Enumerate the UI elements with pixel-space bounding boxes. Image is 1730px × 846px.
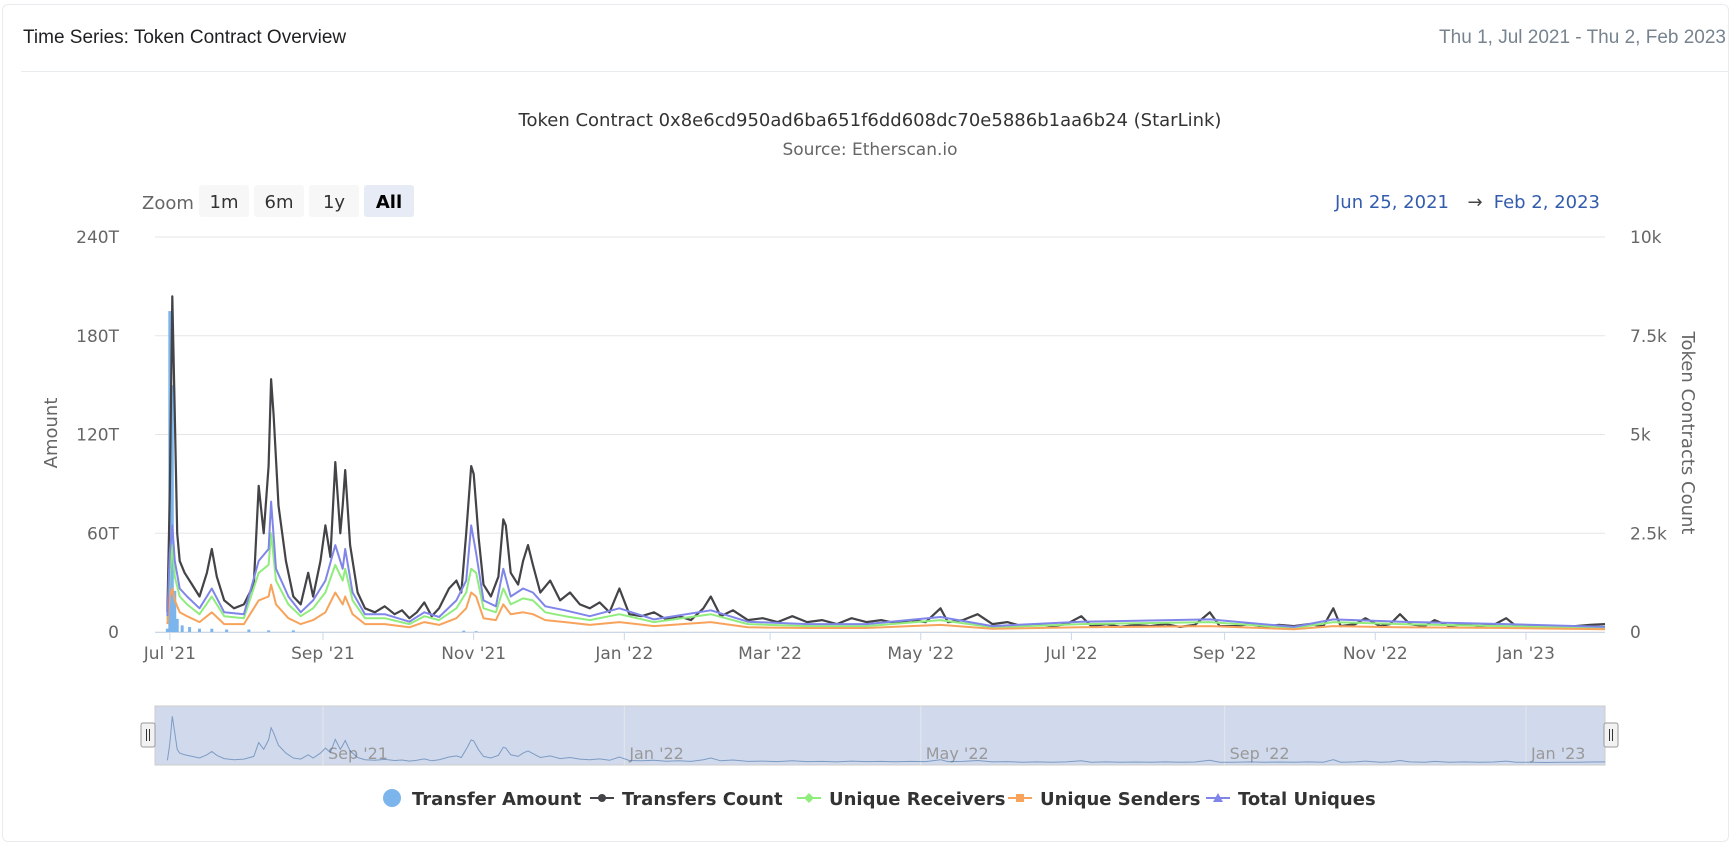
legend-marker [1213, 793, 1223, 802]
transfer-amount-bar [267, 630, 271, 632]
transfer-amount-bar [474, 631, 478, 632]
x-tick-label: Sep '21 [291, 644, 355, 664]
x-tick-label: Jul '21 [143, 644, 196, 664]
transfer-amount-bar [170, 385, 174, 632]
series-line [166, 532, 1606, 629]
x-tick-label: Jan '23 [1496, 644, 1555, 664]
legend-item-total-uniques[interactable]: Total Uniques [1206, 789, 1376, 810]
transfer-amount-bar [188, 627, 192, 632]
zoom-button-1y[interactable]: 1y [309, 185, 359, 217]
transfer-amount-bar [462, 630, 466, 632]
transfer-amount-bar [291, 630, 295, 632]
zoom-label: Zoom [142, 193, 194, 214]
transfer-amount-bar [247, 629, 251, 632]
navigator-mask [154, 705, 1606, 766]
x-tick-label: May '22 [887, 644, 954, 664]
handle-body [140, 722, 156, 748]
series-line [166, 583, 1606, 631]
transfer-amount-bar [175, 618, 179, 632]
y-axis-left-title: Amount [41, 398, 62, 469]
y-axis-left: 0 60T 120T 180T 240T [76, 228, 119, 643]
legend-label: Total Uniques [1238, 789, 1376, 810]
navigator-label: May '22 [926, 744, 989, 763]
legend: Transfer Amount Transfers Count Unique Rec… [383, 789, 1376, 810]
transfer-amount-bar [165, 628, 169, 632]
legend-item-transfers-count[interactable]: Transfers Count [590, 789, 783, 810]
plot-area [165, 295, 1606, 632]
x-tick-label: Jan '22 [594, 644, 653, 664]
chart-subtitle: Source: Etherscan.io [782, 140, 957, 160]
x-tick-label: Mar '22 [738, 644, 802, 664]
range-to-input[interactable]: Feb 2, 2023 [1494, 192, 1600, 213]
handle-body [1603, 722, 1619, 748]
series-transfers-count [166, 295, 1606, 630]
y-right-tick-label: 0 [1630, 623, 1641, 643]
legend-marker [598, 794, 606, 802]
zoom-button-6m-label: 6m [265, 192, 294, 213]
series-unique-senders [166, 583, 1606, 631]
series-unique-receivers [166, 532, 1606, 629]
x-tick-label: Nov '22 [1343, 644, 1408, 664]
zoom-button-1m-label: 1m [210, 192, 239, 213]
y-right-tick-label: 10k [1630, 228, 1662, 248]
range-selector: Zoom 1m 6m 1y All Jun 25, 2021 → Feb 2, … [142, 185, 1600, 217]
series-line [166, 295, 1606, 630]
transfer-amount-bar [197, 628, 201, 632]
series-transfer-amount [165, 311, 478, 632]
chart-card: Time Series: Token Contract Overview Thu… [2, 4, 1729, 842]
legend-item-transfer-amount[interactable]: Transfer Amount [383, 789, 582, 810]
legend-label: Unique Receivers [829, 789, 1005, 810]
y-left-tick-label: 120T [76, 426, 119, 446]
zoom-button-all[interactable]: All [364, 185, 414, 217]
y-left-tick-label: 240T [76, 228, 119, 248]
x-tick-label: Jul '22 [1044, 644, 1097, 664]
zoom-button-all-label: All [376, 192, 402, 213]
y-left-tick-label: 180T [76, 327, 119, 347]
y-right-tick-label: 2.5k [1630, 524, 1667, 544]
x-axis: Jul '21 Sep '21 Nov '21 Jan '22 Mar '22 May '… [143, 632, 1605, 664]
y-left-tick-label: 0 [108, 623, 119, 643]
card-header: Time Series: Token Contract Overview Thu… [21, 5, 1728, 72]
card-title: Time Series: Token Contract Overview [23, 27, 347, 48]
navigator-series-line [166, 716, 1606, 764]
legend-symbol [383, 789, 401, 807]
y-right-tick-label: 5k [1630, 426, 1651, 446]
zoom-button-1y-label: 1y [323, 192, 345, 213]
legend-item-unique-receivers[interactable]: Unique Receivers [797, 789, 1005, 810]
legend-marker [804, 793, 814, 803]
zoom-button-6m[interactable]: 6m [254, 185, 304, 217]
transfer-amount-bar [180, 625, 184, 632]
transfer-amount-bar [210, 628, 214, 632]
navigator-label: Jan '23 [1530, 744, 1586, 763]
navigator-label: Sep '21 [328, 744, 388, 763]
y-axis-right-title: Token Contracts Count [1677, 331, 1698, 535]
legend-item-unique-senders[interactable]: Unique Senders [1008, 789, 1200, 810]
legend-label: Transfers Count [622, 789, 783, 810]
legend-label: Unique Senders [1040, 789, 1200, 810]
series-total-uniques [166, 500, 1606, 628]
y-left-tick-label: 60T [87, 524, 120, 544]
series-line [166, 500, 1606, 628]
navigator-handle-left[interactable] [140, 722, 156, 748]
range-from-input[interactable]: Jun 25, 2021 [1334, 192, 1449, 213]
x-tick-label: Sep '22 [1193, 644, 1257, 664]
navigator-label: Jan '22 [628, 744, 684, 763]
navigator-handle-right[interactable] [1603, 722, 1619, 748]
zoom-button-1m[interactable]: 1m [199, 185, 249, 217]
header-date-range: Thu 1, Jul 2021 - Thu 2, Feb 2023 [1439, 27, 1726, 48]
grid-lines [155, 236, 1605, 633]
chart-title: Token Contract 0x8e6cd950ad6ba651f6dd608… [518, 110, 1222, 131]
navigator-label: Sep '22 [1230, 744, 1290, 763]
y-right-tick-label: 7.5k [1630, 327, 1667, 347]
transfer-amount-bar [225, 629, 229, 632]
x-tick-label: Nov '21 [441, 644, 506, 664]
legend-marker [1016, 794, 1024, 802]
y-axis-right: 0 2.5k 5k 7.5k 10k [1630, 228, 1667, 643]
navigator[interactable]: Sep '21 Jan '22 May '22 Sep '22 Jan '23 [140, 705, 1619, 766]
legend-label: Transfer Amount [412, 789, 582, 810]
range-arrow: → [1467, 192, 1482, 213]
transfer-amount-bar [173, 590, 177, 632]
